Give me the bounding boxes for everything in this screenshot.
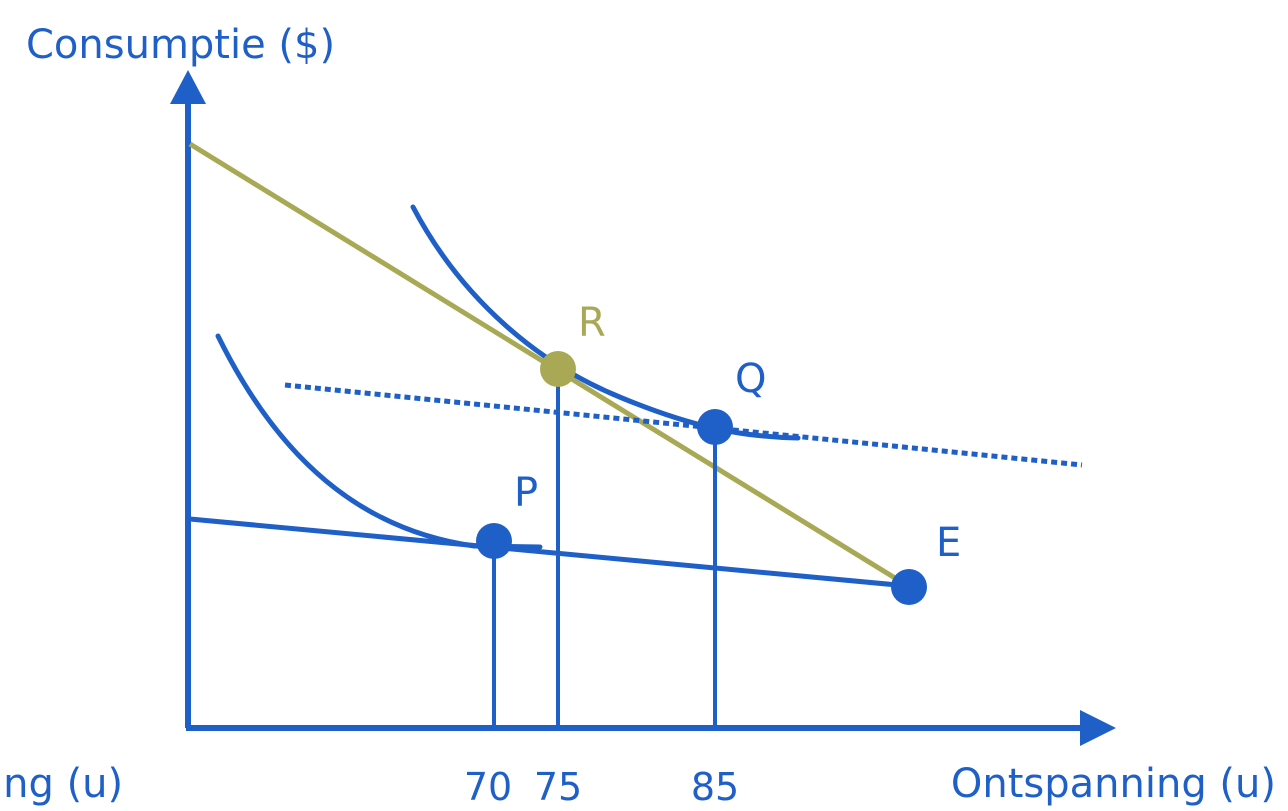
- label-Q: Q: [735, 356, 766, 402]
- point-P: [476, 523, 512, 559]
- indifference-curve-low: [215, 333, 543, 550]
- tick-85: 85: [691, 765, 739, 809]
- point-Q: [697, 409, 733, 445]
- tick-70: 70: [464, 765, 512, 809]
- x-axis-arrowhead: [1080, 710, 1116, 746]
- label-R: R: [578, 300, 606, 346]
- x-axis-label-clipped: ing (u): [0, 761, 123, 807]
- budget-line-hypothetical: [284, 382, 1083, 468]
- budget-line-original: [189, 516, 909, 589]
- point-E: [891, 569, 927, 605]
- x-axis-label: Ontspanning (u): [951, 761, 1276, 807]
- label-E: E: [936, 520, 961, 566]
- point-R: [540, 351, 576, 387]
- y-axis-label: Consumptie ($): [26, 22, 335, 68]
- label-P: P: [514, 470, 538, 516]
- tick-75: 75: [534, 765, 582, 809]
- y-axis-arrowhead: [170, 70, 206, 104]
